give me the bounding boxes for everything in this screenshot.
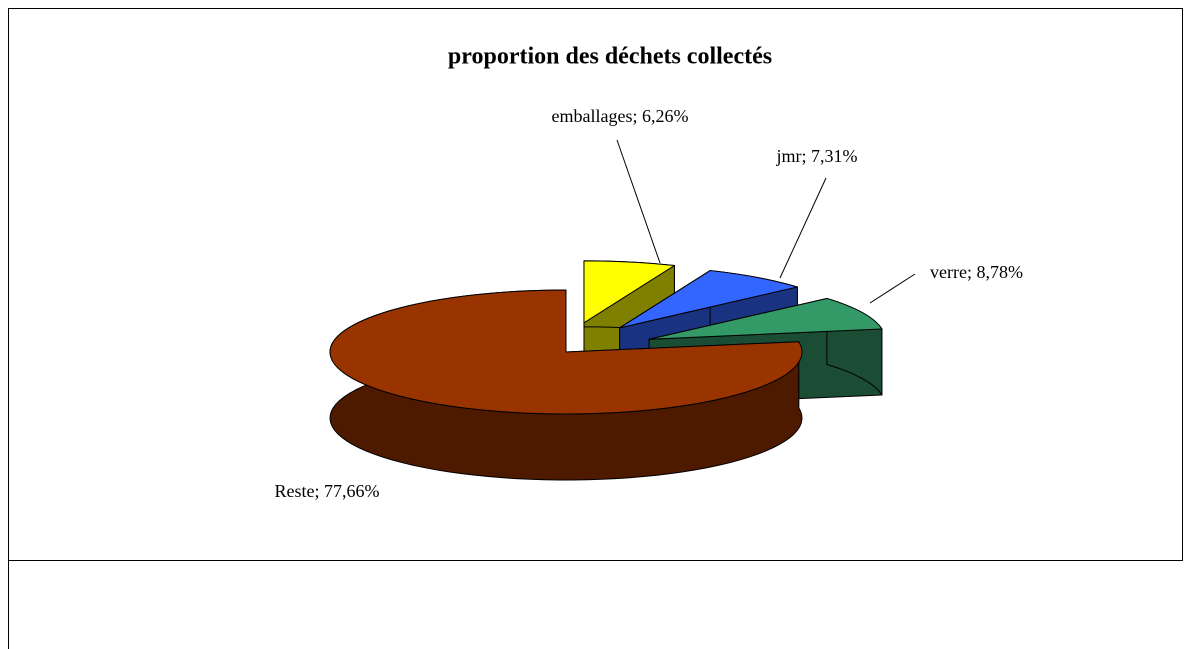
data-label: emballages; 6,26% (552, 106, 689, 126)
leader-line (869, 273, 916, 304)
slice-top (648, 297, 883, 340)
data-label: jmr; 7,31% (776, 146, 858, 166)
leader-line (616, 139, 661, 264)
slice-top (329, 289, 803, 415)
chart-title: proportion des déchets collectés (448, 44, 772, 70)
leader-line (779, 177, 827, 279)
data-label: Reste; 77,66% (275, 481, 380, 501)
slice-top (619, 270, 798, 329)
data-label: verre; 8,78% (930, 262, 1023, 282)
slice-top (583, 260, 675, 324)
